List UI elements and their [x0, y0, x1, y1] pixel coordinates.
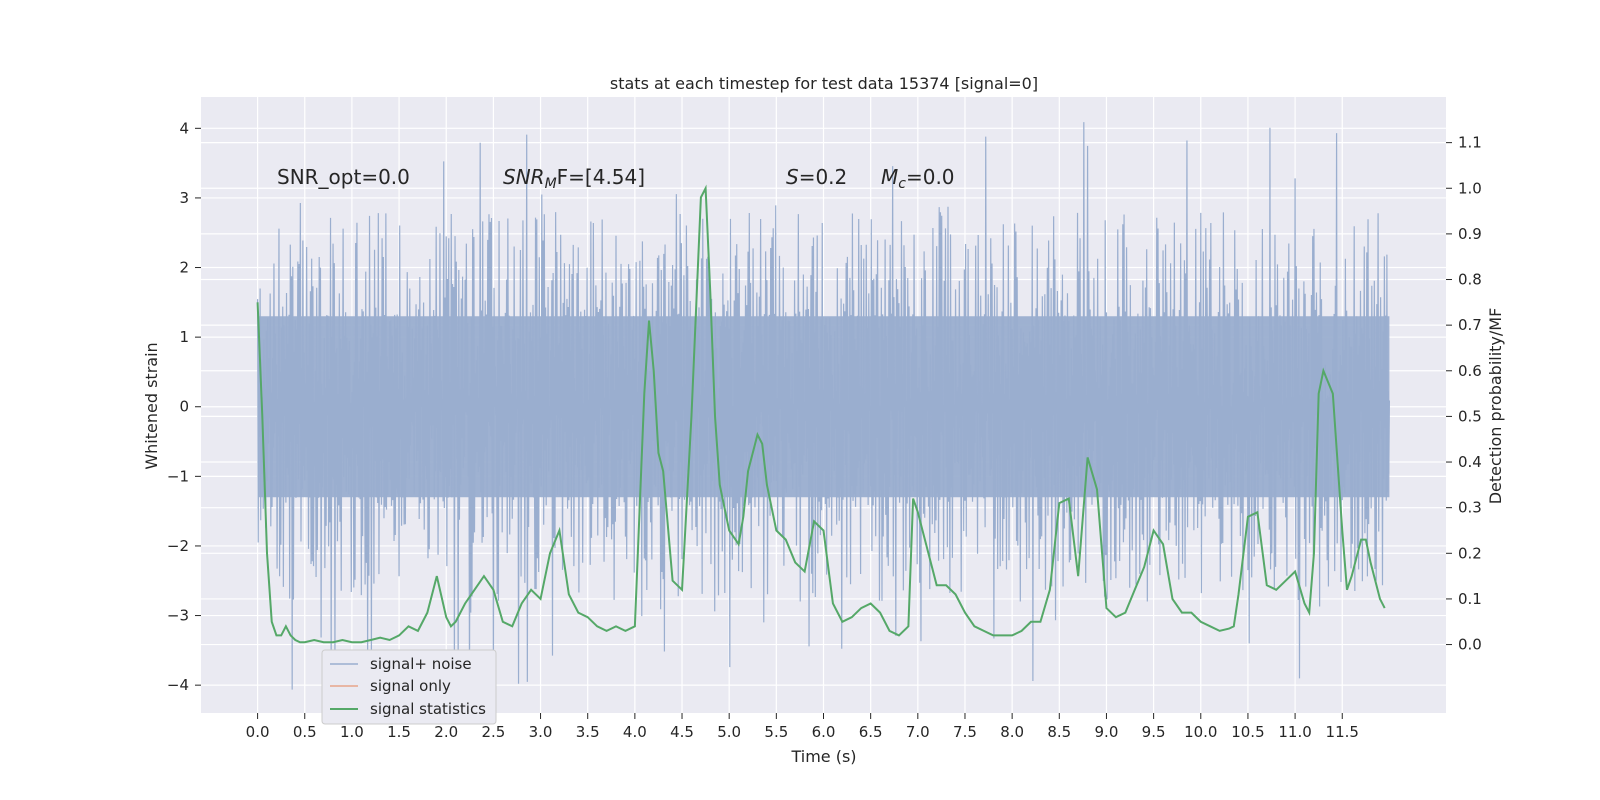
x-tick-label: 7.0	[906, 723, 930, 741]
annotation-s: S=0.2	[786, 165, 847, 189]
legend-box	[321, 649, 497, 725]
x-tick-label: 11.5	[1326, 723, 1359, 741]
y-tick-label: 1	[179, 328, 189, 346]
chart-title: stats at each timestep for test data 153…	[610, 74, 1038, 93]
statistics-trace	[256, 184, 1386, 644]
right-y-axis-label: Detection probability/MF	[1486, 308, 1505, 505]
y2-tick-label: 0.2	[1458, 544, 1482, 562]
left-y-axis-label: Whitened strain	[142, 342, 161, 469]
x-tick-label: 10.5	[1231, 723, 1264, 741]
y-tick-label: −3	[167, 607, 189, 625]
x-tick-label: 9.5	[1142, 723, 1166, 741]
y2-tick-label: 1.1	[1458, 134, 1482, 152]
x-tick-label: 4.0	[623, 723, 647, 741]
x-tick-label: 0.5	[293, 723, 317, 741]
y2-tick-label: 0.7	[1458, 316, 1482, 334]
y-tick-label: 0	[179, 398, 189, 416]
x-tick-label: 4.5	[670, 723, 694, 741]
x-tick-label: 6.0	[812, 723, 836, 741]
y2-tick-label: 0.5	[1458, 407, 1482, 425]
x-tick-label: 3.5	[576, 723, 600, 741]
y-tick-label: 3	[179, 189, 189, 207]
x-tick-label: 6.5	[859, 723, 883, 741]
y-tick-label: −2	[167, 537, 189, 555]
legend: signal+ noise signal only signal statist…	[321, 649, 497, 725]
x-tick-label: 1.5	[387, 723, 411, 741]
x-tick-label: 10.0	[1184, 723, 1217, 741]
legend-label-signal-only: signal only	[370, 677, 451, 695]
y-tick-label: 4	[179, 119, 189, 137]
y2-tick-label: 0.4	[1458, 453, 1482, 471]
x-tick-label: 2.0	[434, 723, 458, 741]
y2-tick-label: 0.9	[1458, 225, 1482, 243]
x-tick-label: 5.5	[764, 723, 788, 741]
x-tick-label: 8.0	[1000, 723, 1024, 741]
y2-tick-label: 1.0	[1458, 179, 1482, 197]
x-tick-label: 9.0	[1095, 723, 1119, 741]
legend-label-statistics: signal statistics	[370, 700, 486, 718]
x-axis-ticks: 0.0 0.5 1.0 1.5 2.0 2.5 3.0 3.5 4.0 4.5 5.0 5.5 6.0 6…	[246, 713, 1359, 741]
annotation-mc: Mc=0.0	[881, 165, 955, 192]
y2-tick-label: 0.3	[1458, 499, 1482, 517]
annotation-snr-mf: SNRMF=[4.54]	[503, 165, 645, 192]
x-axis-label: Time (s)	[790, 747, 856, 766]
x-tick-label: 8.5	[1047, 723, 1071, 741]
annotation-snr-opt: SNR_opt=0.0	[277, 165, 410, 189]
statistics-line	[256, 184, 1386, 644]
x-tick-label: 3.0	[529, 723, 553, 741]
y-tick-label: 2	[179, 259, 189, 277]
x-tick-label: 0.0	[246, 723, 270, 741]
noise-trace	[256, 122, 1391, 692]
legend-label-noise: signal+ noise	[370, 655, 472, 673]
x-tick-label: 7.5	[953, 723, 977, 741]
x-tick-label: 1.0	[340, 723, 364, 741]
y2-tick-label: 0.1	[1458, 590, 1482, 608]
y-tick-label: −1	[167, 467, 189, 485]
noise-line	[256, 122, 1391, 692]
y-tick-label: −4	[167, 676, 189, 694]
y2-tick-label: 0.6	[1458, 362, 1482, 380]
x-tick-label: 5.0	[717, 723, 741, 741]
left-y-axis-ticks: −4 −3 −2 −1 0 1 2 3 4	[167, 119, 201, 694]
right-y-axis-ticks: 0.0 0.1 0.2 0.3 0.4 0.5 0.6 0.7 0.8 0.9 1.0 1.1	[1446, 134, 1482, 654]
y2-tick-label: 0.0	[1458, 636, 1482, 654]
y2-tick-label: 0.8	[1458, 271, 1482, 289]
x-tick-label: 2.5	[481, 723, 505, 741]
x-tick-label: 11.0	[1278, 723, 1311, 741]
